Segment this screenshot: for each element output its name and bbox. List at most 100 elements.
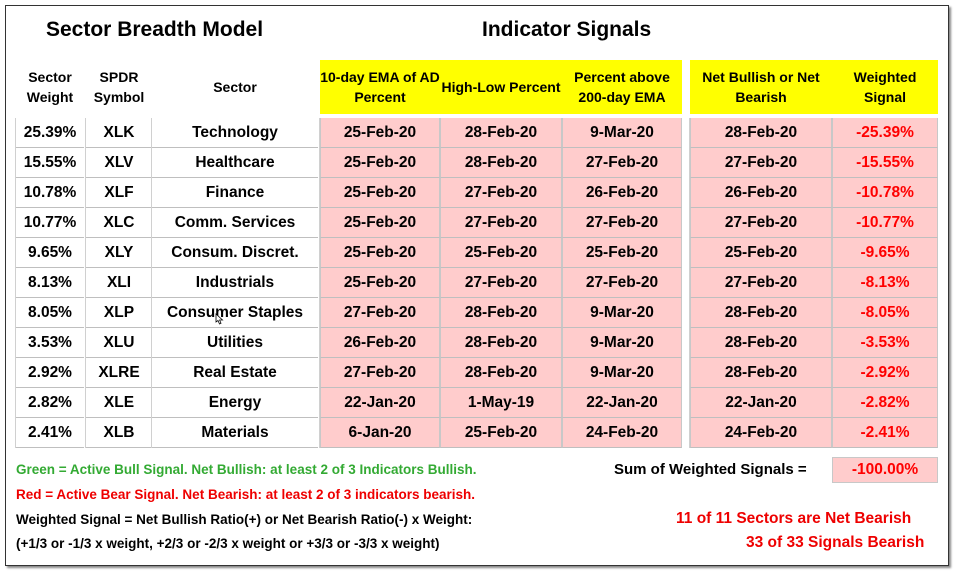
cell-net: 27-Feb-20 (690, 148, 832, 178)
header-sector-weight: Sector Weight (26, 69, 74, 105)
header-high-low: High-Low Percent (440, 60, 562, 114)
cell-weighted-signal: -25.39% (832, 118, 938, 148)
cell-percent-above: 24-Feb-20 (562, 418, 682, 448)
cell-weight: 3.53% (16, 328, 84, 358)
cell-percent-above: 25-Feb-20 (562, 238, 682, 268)
title-indicator-signals: Indicator Signals (482, 18, 652, 41)
title-sector-breadth: Sector Breadth Model (46, 18, 264, 41)
header-sector: Sector (213, 79, 257, 95)
cell-symbol: XLK (86, 118, 152, 148)
cell-weight: 8.05% (16, 298, 84, 328)
cell-weight: 2.82% (16, 388, 84, 418)
cell-symbol: XLF (86, 178, 152, 208)
header-ema: 10-day EMA of AD Percent (320, 60, 440, 114)
cell-symbol: XLRE (86, 358, 152, 388)
grid-line (15, 118, 16, 448)
grid-line (85, 118, 86, 448)
cell-ema: 25-Feb-20 (320, 148, 440, 178)
cell-weight: 2.92% (16, 358, 84, 388)
cell-weighted-signal: -2.92% (832, 358, 938, 388)
cell-net: 22-Jan-20 (690, 388, 832, 418)
cell-sector: Consumer Staples (152, 298, 318, 328)
cell-sector: Industrials (152, 268, 318, 298)
cell-net: 28-Feb-20 (690, 298, 832, 328)
sum-label: Sum of Weighted Signals = (614, 461, 807, 478)
cell-symbol: XLY (86, 238, 152, 268)
cell-ema: 25-Feb-20 (320, 178, 440, 208)
cell-percent-above: 9-Mar-20 (562, 118, 682, 148)
cell-high-low: 1-May-19 (440, 388, 562, 418)
summary-sectors-bearish: 11 of 11 Sectors are Net Bearish (676, 510, 912, 527)
header-spdr-symbol: SPDR Symbol (93, 69, 145, 105)
cell-symbol: XLU (86, 328, 152, 358)
note-weighted-ratios: (+1/3 or -1/3 x weight, +2/3 or -2/3 x w… (16, 536, 440, 551)
cell-weighted-signal: -10.77% (832, 208, 938, 238)
cell-weight: 10.77% (16, 208, 84, 238)
cell-high-low: 28-Feb-20 (440, 148, 562, 178)
cell-ema: 27-Feb-20 (320, 298, 440, 328)
cell-net: 27-Feb-20 (690, 208, 832, 238)
cell-weighted-signal: -15.55% (832, 148, 938, 178)
cell-percent-above: 26-Feb-20 (562, 178, 682, 208)
cell-weight: 8.13% (16, 268, 84, 298)
cell-symbol: XLE (86, 388, 152, 418)
cell-percent-above: 9-Mar-20 (562, 298, 682, 328)
cell-sector: Finance (152, 178, 318, 208)
pointer-cursor-icon (215, 313, 224, 325)
cell-weighted-signal: -8.05% (832, 298, 938, 328)
header-weighted-signal: Weighted Signal (832, 60, 938, 114)
cell-weighted-signal: -9.65% (832, 238, 938, 268)
cell-symbol: XLV (86, 148, 152, 178)
header-percent-above: Percent above 200-day EMA (562, 60, 682, 114)
cell-ema: 25-Feb-20 (320, 208, 440, 238)
cell-sector: Energy (152, 388, 318, 418)
note-red: Red = Active Bear Signal. Net Bearish: a… (16, 487, 476, 502)
cell-sector: Real Estate (152, 358, 318, 388)
cell-net: 28-Feb-20 (690, 358, 832, 388)
cell-sector: Materials (152, 418, 318, 448)
cell-net: 28-Feb-20 (690, 328, 832, 358)
cell-weighted-signal: -8.13% (832, 268, 938, 298)
cell-symbol: XLI (86, 268, 152, 298)
cell-ema: 26-Feb-20 (320, 328, 440, 358)
cell-sector: Comm. Services (152, 208, 318, 238)
grid-line (319, 118, 320, 448)
cell-net: 26-Feb-20 (690, 178, 832, 208)
cell-weight: 2.41% (16, 418, 84, 448)
cell-net: 24-Feb-20 (690, 418, 832, 448)
cell-percent-above: 9-Mar-20 (562, 358, 682, 388)
cell-high-low: 27-Feb-20 (440, 208, 562, 238)
cell-high-low: 28-Feb-20 (440, 298, 562, 328)
cell-high-low: 28-Feb-20 (440, 328, 562, 358)
cell-high-low: 28-Feb-20 (440, 118, 562, 148)
cell-sector: Technology (152, 118, 318, 148)
cell-net: 28-Feb-20 (690, 118, 832, 148)
cell-ema: 27-Feb-20 (320, 358, 440, 388)
sum-value: -100.00% (832, 457, 938, 483)
cell-weighted-signal: -3.53% (832, 328, 938, 358)
cell-weight: 9.65% (16, 238, 84, 268)
cell-weight: 10.78% (16, 178, 84, 208)
cell-high-low: 27-Feb-20 (440, 178, 562, 208)
cell-symbol: XLP (86, 298, 152, 328)
cell-ema: 25-Feb-20 (320, 238, 440, 268)
cell-ema: 25-Feb-20 (320, 268, 440, 298)
cell-high-low: 25-Feb-20 (440, 418, 562, 448)
cell-sector: Consum. Discret. (152, 238, 318, 268)
cell-weighted-signal: -2.82% (832, 388, 938, 418)
cell-high-low: 27-Feb-20 (440, 268, 562, 298)
cell-net: 27-Feb-20 (690, 268, 832, 298)
cell-high-low: 28-Feb-20 (440, 358, 562, 388)
grid-line (151, 118, 152, 448)
header-net-bullish-bearish: Net Bullish or Net Bearish (690, 60, 832, 114)
grid-line (689, 118, 690, 448)
cell-sector: Healthcare (152, 148, 318, 178)
note-weighted-formula: Weighted Signal = Net Bullish Ratio(+) o… (16, 512, 473, 527)
cell-symbol: XLB (86, 418, 152, 448)
cell-net: 25-Feb-20 (690, 238, 832, 268)
cell-symbol: XLC (86, 208, 152, 238)
cell-weighted-signal: -2.41% (832, 418, 938, 448)
cell-percent-above: 9-Mar-20 (562, 328, 682, 358)
cell-percent-above: 27-Feb-20 (562, 268, 682, 298)
cell-ema: 22-Jan-20 (320, 388, 440, 418)
